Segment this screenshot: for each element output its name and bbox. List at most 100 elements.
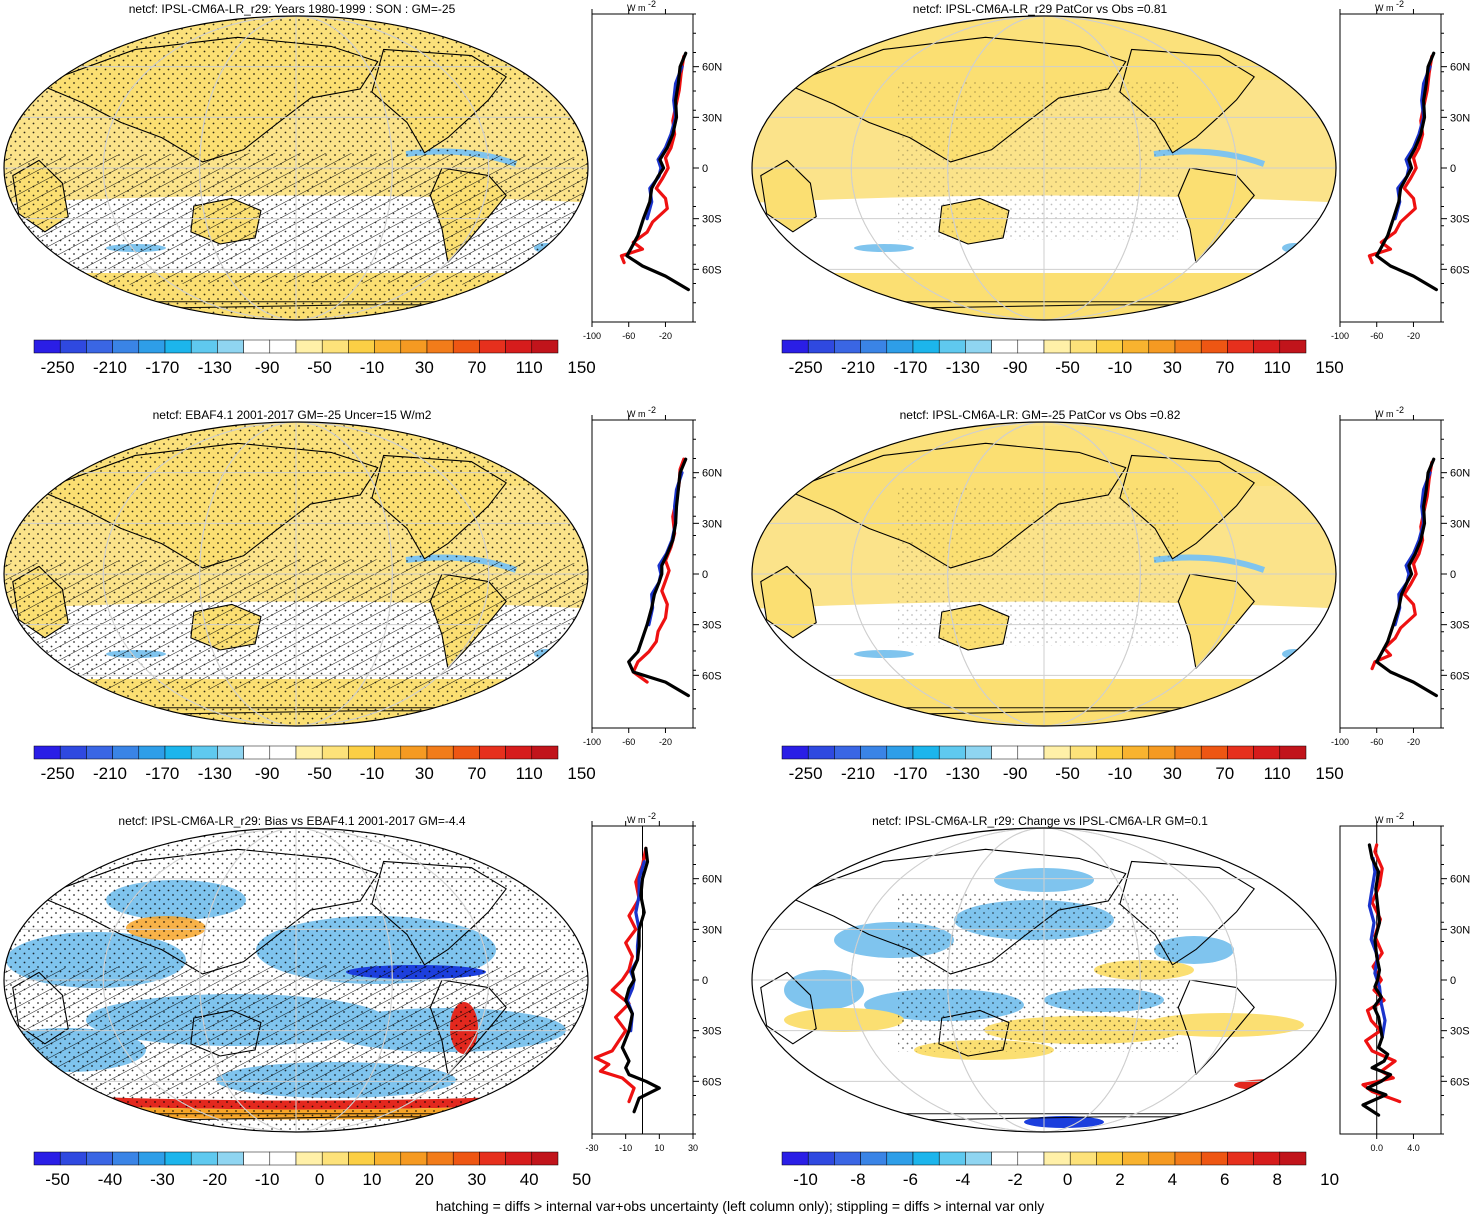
profile-line-reference (1393, 65, 1432, 221)
colorbar-label: -50 (1055, 358, 1080, 377)
profile-unit: W m (1375, 409, 1394, 419)
colorbar-label: -130 (198, 764, 232, 783)
profile-unit: W m (627, 3, 646, 13)
profile-frame (1339, 419, 1442, 729)
colorbar-swatch (1227, 1151, 1254, 1166)
colorbar-label: 30 (415, 764, 434, 783)
graticule-meridian (199, 16, 393, 320)
lat-label: 60S (1450, 264, 1470, 276)
zonal-profile: W m -2 60N 30N 0 30S 60S -100 -60 -20 (1331, 0, 1470, 341)
colorbar-swatch (860, 1151, 888, 1166)
graticule-meridian (947, 828, 1141, 1132)
map-field (752, 422, 1336, 726)
colorbar-swatch (991, 745, 1019, 760)
map-outline (3, 421, 589, 727)
colorbar-swatch (479, 1151, 506, 1166)
colorbar-label: -250 (41, 764, 75, 783)
colorbar-swatch (138, 1151, 166, 1166)
colorbar-swatch (1069, 339, 1097, 354)
profile-line-model (625, 51, 691, 292)
colorbar-swatch (912, 1151, 940, 1166)
colorbar-label: 30 (1163, 358, 1182, 377)
hatching (4, 559, 588, 694)
colorbar-label: 110 (516, 764, 543, 783)
map-field (4, 16, 588, 320)
colorbar-label: -170 (145, 358, 179, 377)
lat-label: 30S (702, 1026, 722, 1038)
profile-unit: W m (627, 815, 646, 825)
colorbar-label: -210 (93, 358, 127, 377)
colorbar-swatch (886, 1151, 914, 1166)
colorbar-label: -250 (789, 358, 823, 377)
x-tick-label: -60 (622, 737, 635, 747)
colorbar-swatch (321, 339, 349, 354)
colorbar-label: -8 (850, 1170, 865, 1189)
colorbar: -250 -210 -170 -130 -90 -50 -10 30 70 110 150 (33, 339, 596, 377)
colorbar-swatch (860, 339, 888, 354)
colorbar-swatch (965, 745, 992, 760)
profile-unit: W m (1375, 3, 1394, 13)
colorbar-swatch (59, 745, 87, 760)
colorbar-swatch (348, 745, 375, 760)
colorbar-swatch (1148, 745, 1176, 760)
x-tick-label: 4.0 (1407, 1143, 1420, 1153)
hatching (4, 153, 588, 288)
colorbar-swatch (33, 745, 61, 760)
lat-label: 30S (1450, 1026, 1470, 1038)
colorbar-swatch (400, 745, 428, 760)
x-tick-label: -10 (619, 1143, 632, 1153)
panel-title: netcf: IPSL-CM6A-LR_r29: Bias vs EBAF4.1… (118, 814, 465, 828)
lat-label: 30N (1450, 924, 1470, 936)
x-tick-label: -60 (622, 331, 635, 341)
colorbar-swatch (321, 745, 349, 760)
colorbar-swatch (33, 1151, 61, 1166)
colorbar-swatch (781, 339, 809, 354)
colorbar-label: -6 (903, 1170, 918, 1189)
colorbar-swatch (1043, 339, 1071, 354)
colorbar-label: 110 (1264, 764, 1291, 783)
lat-label: 0 (1450, 975, 1456, 987)
zonal-profile: W m -2 60N 30N 0 30S 60S -100 -60 -20 (1331, 405, 1470, 747)
colorbar-label: -250 (41, 358, 75, 377)
colorbar-label: 40 (520, 1170, 539, 1189)
colorbar-swatch (1069, 745, 1097, 760)
colorbar-label: -50 (307, 358, 332, 377)
colorbar-swatch (59, 1151, 87, 1166)
colorbar-swatch (912, 339, 940, 354)
colorbar-label: 6 (1220, 1170, 1229, 1189)
colorbar-swatch (965, 339, 992, 354)
colorbar-swatch (452, 1151, 480, 1166)
map-field (4, 422, 588, 726)
graticule-meridian (850, 16, 1238, 320)
colorbar-swatch (912, 745, 940, 760)
orange-patch (764, 1082, 824, 1094)
lat-label: 0 (702, 975, 708, 987)
map-field (4, 828, 588, 1132)
colorbar-label: -10 (1108, 764, 1133, 783)
colorbar-swatch (860, 745, 888, 760)
colorbar-label: -130 (946, 764, 980, 783)
colorbar-swatch (505, 745, 533, 760)
colorbar-swatch (1148, 339, 1176, 354)
colorbar-label: 10 (1320, 1170, 1339, 1189)
colorbar-swatch (1279, 1151, 1307, 1166)
yellow-patch (784, 1008, 904, 1032)
colorbar-swatch (321, 1151, 349, 1166)
profile-line-model (1375, 51, 1439, 292)
lat-label: 60N (702, 874, 722, 886)
colorbar-swatch (505, 339, 533, 354)
colorbar-swatch (86, 745, 113, 760)
colorbar-swatch (33, 339, 61, 354)
blue-patch (1282, 649, 1306, 659)
colorbar-label: 110 (516, 358, 543, 377)
colorbar-label: -10 (255, 1170, 280, 1189)
colorbar-swatch (965, 1151, 992, 1166)
colorbar-label: -10 (360, 358, 385, 377)
x-tick-label: 10 (654, 1143, 664, 1153)
stippling (898, 892, 1178, 1052)
colorbar-swatch (834, 745, 861, 760)
colorbar-swatch (479, 339, 506, 354)
colorbar-label: -170 (893, 764, 927, 783)
lat-label: 60N (1450, 62, 1470, 74)
colorbar-swatch (807, 745, 835, 760)
